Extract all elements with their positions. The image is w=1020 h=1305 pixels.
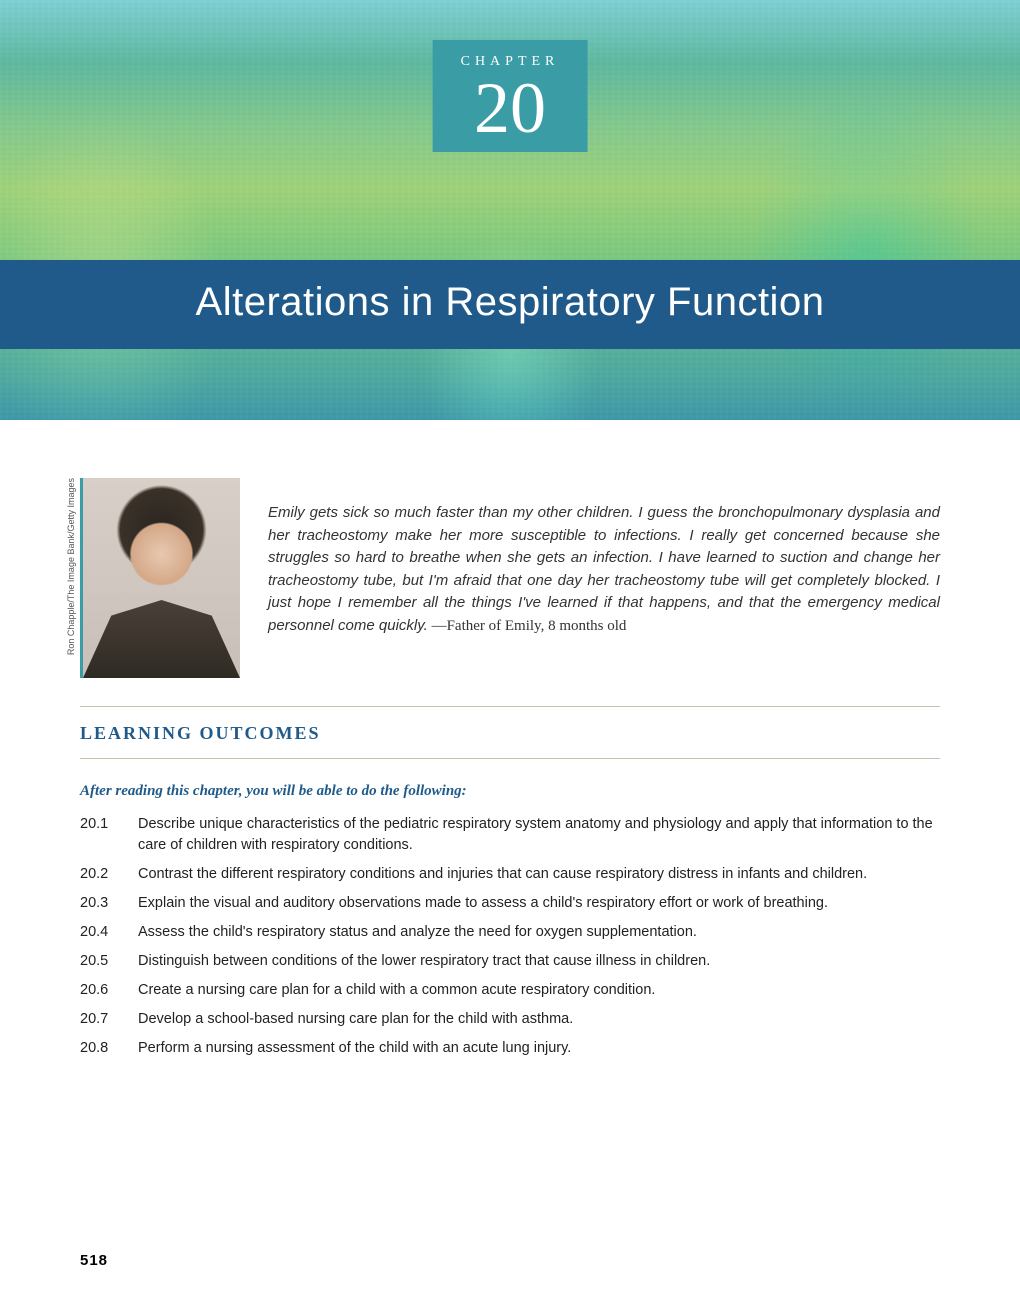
divider [80, 758, 940, 759]
person-photo [80, 478, 240, 678]
chapter-hero: CHAPTER 20 Alterations in Respiratory Fu… [0, 0, 1020, 420]
outcome-text: Distinguish between conditions of the lo… [138, 951, 710, 972]
outcome-item: 20.1 Describe unique characteristics of … [80, 814, 940, 856]
outcome-number: 20.3 [80, 893, 120, 914]
photo-wrap: Ron Chapple/The Image Bank/Getty Images [80, 478, 240, 678]
outcome-text: Explain the visual and auditory observat… [138, 893, 828, 914]
outcome-text: Assess the child's respiratory status an… [138, 922, 697, 943]
outcome-text: Perform a nursing assessment of the chil… [138, 1038, 571, 1059]
photo-credit: Ron Chapple/The Image Bank/Getty Images [66, 478, 76, 655]
chapter-number: 20 [461, 72, 560, 144]
page-number: 518 [80, 1252, 108, 1269]
outcome-item: 20.5 Distinguish between conditions of t… [80, 951, 940, 972]
outcome-text: Describe unique characteristics of the p… [138, 814, 940, 856]
opening-quote: Emily gets sick so much faster than my o… [268, 478, 940, 637]
outcome-number: 20.7 [80, 1009, 120, 1030]
outcome-text: Develop a school-based nursing care plan… [138, 1009, 573, 1030]
outcome-text: Contrast the different respiratory condi… [138, 864, 867, 885]
outcome-text: Create a nursing care plan for a child w… [138, 980, 655, 1001]
outcome-item: 20.4 Assess the child's respiratory stat… [80, 922, 940, 943]
outcome-item: 20.2 Contrast the different respiratory … [80, 864, 940, 885]
chapter-title-bar: Alterations in Respiratory Function [0, 260, 1020, 349]
quote-text: Emily gets sick so much faster than my o… [268, 504, 940, 634]
outcome-number: 20.1 [80, 814, 120, 856]
outcome-item: 20.7 Develop a school-based nursing care… [80, 1009, 940, 1030]
opening-quote-block: Ron Chapple/The Image Bank/Getty Images … [80, 478, 940, 678]
outcome-number: 20.8 [80, 1038, 120, 1059]
page-content: Ron Chapple/The Image Bank/Getty Images … [0, 420, 1020, 1107]
outcome-item: 20.3 Explain the visual and auditory obs… [80, 893, 940, 914]
outcome-item: 20.8 Perform a nursing assessment of the… [80, 1038, 940, 1059]
outcome-item: 20.6 Create a nursing care plan for a ch… [80, 980, 940, 1001]
quote-attribution: —Father of Emily, 8 months old [428, 618, 627, 634]
outcome-number: 20.5 [80, 951, 120, 972]
chapter-title: Alterations in Respiratory Function [0, 280, 1020, 325]
chapter-badge: CHAPTER 20 [433, 40, 588, 152]
learning-outcomes-heading: LEARNING OUTCOMES [80, 707, 940, 758]
outcome-number: 20.6 [80, 980, 120, 1001]
learning-outcomes-intro: After reading this chapter, you will be … [80, 783, 940, 800]
outcome-number: 20.2 [80, 864, 120, 885]
learning-outcomes-list: 20.1 Describe unique characteristics of … [80, 814, 940, 1059]
outcome-number: 20.4 [80, 922, 120, 943]
